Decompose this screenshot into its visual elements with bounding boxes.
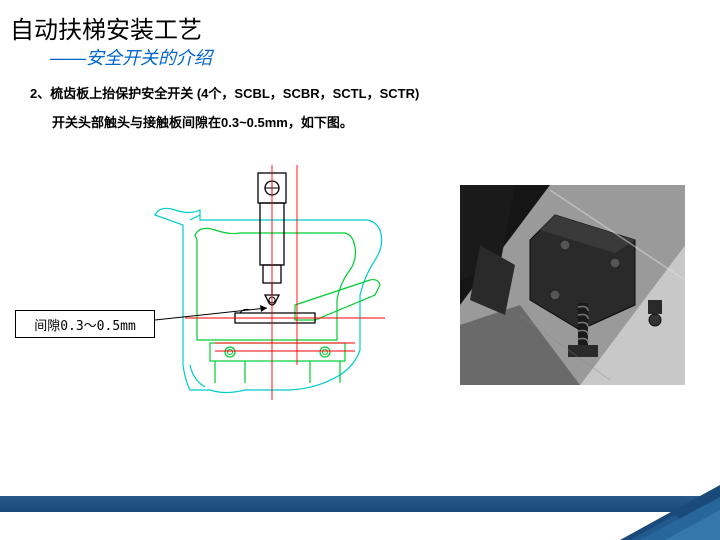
section-content: 2、梳齿板上抬保护安全开关 (4个，SCBL，SCBR，SCTL，SCTR) 开… [30,80,419,137]
section-subtext: 开关头部触头与接触板间隙在0.3~0.5mm，如下图。 [52,109,419,138]
technical-diagram [15,165,415,425]
footer-corner-graphic [580,485,720,540]
section-heading: 2、梳齿板上抬保护安全开关 (4个，SCBL，SCBR，SCTL，SCTR) [30,80,419,109]
photo-svg [460,185,685,385]
page-subtitle: ——安全开关的介绍 [50,44,212,70]
gap-dimension-label: 间隙0.3～0.5mm [15,310,155,338]
page-title: 自动扶梯安装工艺 [10,10,202,45]
diagram-svg [15,165,415,425]
installation-photo [460,185,685,385]
